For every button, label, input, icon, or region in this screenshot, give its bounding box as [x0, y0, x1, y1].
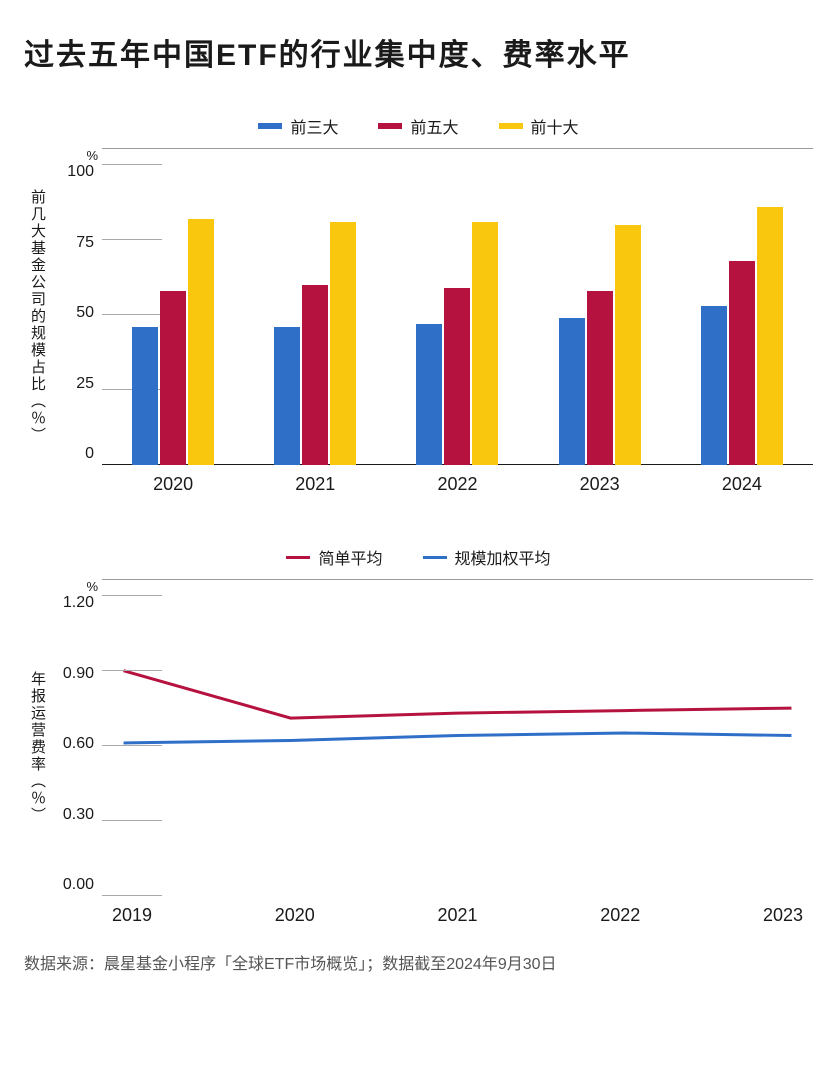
bar-top5 — [302, 285, 328, 465]
gridline — [102, 895, 162, 896]
line-chart-legend: 简单平均 规模加权平均 — [24, 545, 813, 569]
bars-row — [102, 165, 813, 465]
x-tick: 2023 — [555, 474, 645, 495]
bar-y-unit: % — [48, 148, 102, 163]
bar-y-ticks: 100 75 50 25 0 — [48, 163, 102, 463]
line-y-ticks: 1.20 0.90 0.60 0.30 0.00 — [48, 594, 102, 894]
bar-top10 — [757, 207, 783, 465]
line-simple — [124, 671, 792, 718]
y-tick: 75 — [76, 234, 94, 252]
x-tick: 2020 — [275, 905, 315, 926]
bar-top5 — [587, 291, 613, 465]
y-tick: 0.30 — [63, 806, 94, 824]
y-tick: 0.60 — [63, 735, 94, 753]
bar-group — [701, 165, 783, 465]
legend-label: 前十大 — [531, 114, 579, 138]
bar-top5 — [729, 261, 755, 465]
legend-label: 规模加权平均 — [455, 545, 551, 569]
bar-chart-legend: 前三大 前五大 前十大 — [24, 114, 813, 138]
line-y-axis-label: 年报运营费率（％） — [24, 579, 48, 895]
bar-top3 — [701, 306, 727, 465]
legend-label: 前三大 — [290, 114, 338, 138]
gridline — [102, 595, 162, 596]
line-x-ticks: 2019 2020 2021 2022 2023 — [102, 905, 813, 926]
bar-group — [416, 165, 498, 465]
bar-x-ticks: 2020 2021 2022 2023 2024 — [102, 474, 813, 495]
bar-top5 — [160, 291, 186, 465]
x-tick: 2020 — [128, 474, 218, 495]
y-tick: 0 — [85, 445, 94, 463]
legend-swatch — [499, 123, 523, 129]
legend-swatch — [423, 556, 447, 559]
bar-group — [274, 165, 356, 465]
bar-top3 — [132, 327, 158, 465]
bar-top3 — [416, 324, 442, 465]
legend-swatch — [258, 123, 282, 129]
y-tick: 1.20 — [63, 594, 94, 612]
line-y-unit: % — [48, 579, 102, 594]
gridline — [102, 745, 162, 746]
page-title: 过去五年中国ETF的行业集中度、费率水平 — [24, 30, 813, 74]
y-tick: 50 — [76, 304, 94, 322]
y-tick: 0.90 — [63, 665, 94, 683]
legend-item-weighted: 规模加权平均 — [423, 545, 551, 569]
y-tick: 100 — [67, 163, 94, 181]
bar-top10 — [472, 222, 498, 465]
line-chart: 简单平均 规模加权平均 年报运营费率（％） % 1.20 0.90 0.60 0.30… — [24, 545, 813, 926]
legend-item-top10: 前十大 — [499, 114, 579, 138]
line-plot-area — [102, 579, 813, 895]
gridline — [102, 820, 162, 821]
bar-y-axis-label: 前几大基金公司的规模占比（％） — [24, 148, 48, 464]
line-weighted — [124, 733, 792, 743]
bar-group — [559, 165, 641, 465]
bar-top10 — [615, 225, 641, 465]
legend-swatch — [378, 123, 402, 129]
x-tick: 2019 — [112, 905, 152, 926]
x-tick: 2024 — [697, 474, 787, 495]
bar-chart: 前三大 前五大 前十大 前几大基金公司的规模占比（％） % 100 75 50 25 0… — [24, 114, 813, 495]
source-note: 数据来源：晨星基金小程序「全球ETF市场概览」；数据截至2024年9月30日 — [24, 950, 813, 974]
bar-top3 — [559, 318, 585, 465]
legend-label: 前五大 — [410, 114, 458, 138]
x-tick: 2023 — [763, 905, 803, 926]
bar-top5 — [444, 288, 470, 465]
legend-label: 简单平均 — [318, 545, 382, 569]
x-tick: 2021 — [270, 474, 360, 495]
y-tick: 25 — [76, 375, 94, 393]
legend-swatch — [286, 556, 310, 559]
bar-top3 — [274, 327, 300, 465]
bar-plot-area — [102, 148, 813, 464]
x-tick: 2022 — [600, 905, 640, 926]
legend-item-simple: 简单平均 — [286, 545, 382, 569]
x-tick: 2022 — [412, 474, 502, 495]
gridline — [102, 670, 162, 671]
bar-group — [132, 165, 214, 465]
bar-top10 — [330, 222, 356, 465]
legend-item-top3: 前三大 — [258, 114, 338, 138]
legend-item-top5: 前五大 — [378, 114, 458, 138]
x-tick: 2021 — [437, 905, 477, 926]
y-tick: 0.00 — [63, 876, 94, 894]
bar-top10 — [188, 219, 214, 465]
